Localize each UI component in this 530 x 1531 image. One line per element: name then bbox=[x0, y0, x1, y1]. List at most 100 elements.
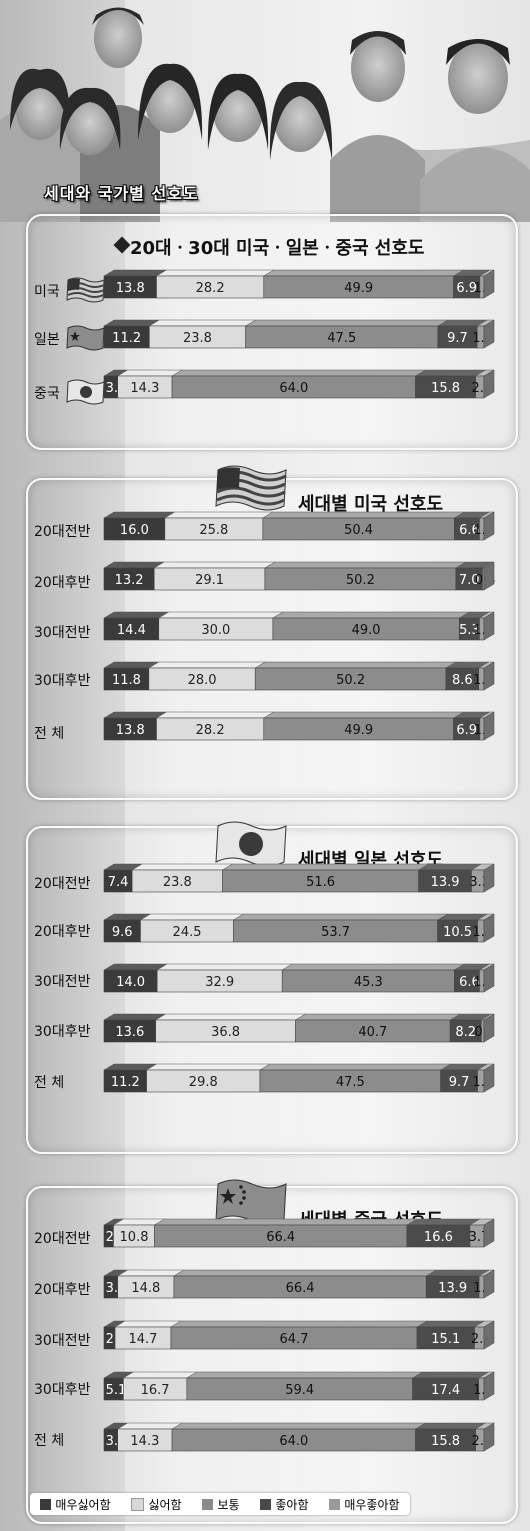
data-label: 15.8 bbox=[431, 381, 460, 396]
data-label: 13.6 bbox=[115, 1025, 144, 1040]
legend-item: 매우싫어함 bbox=[40, 1496, 111, 1513]
bar-segment-top bbox=[254, 661, 457, 669]
data-label: 6.9 bbox=[456, 281, 477, 296]
data-label: 13.8 bbox=[116, 723, 145, 738]
bar-segment-top bbox=[103, 611, 170, 619]
row-label: 미국 bbox=[34, 284, 60, 300]
data-label: 6.6 bbox=[459, 975, 480, 990]
data-label: 13.2 bbox=[115, 573, 144, 588]
bar-segment-top bbox=[139, 913, 245, 921]
row-label: 20대전반 bbox=[34, 524, 91, 540]
data-label: 11.8 bbox=[112, 673, 141, 688]
chart-title-usa: 세대별 미국 선호도 bbox=[298, 494, 444, 515]
bar-side-face bbox=[483, 1013, 495, 1043]
china-flag-icon bbox=[215, 1179, 287, 1225]
row-label: 30대전반 bbox=[34, 974, 91, 990]
data-label: 25.8 bbox=[199, 523, 228, 538]
bar-segment-top bbox=[103, 511, 176, 519]
bar-side-face bbox=[483, 913, 495, 943]
bar-side-face bbox=[483, 1320, 495, 1350]
bar-segment-top bbox=[170, 1320, 428, 1328]
data-label: 64.7 bbox=[280, 1332, 309, 1347]
bar-segment-top bbox=[281, 963, 466, 971]
row-label: 전 체 bbox=[34, 1433, 65, 1449]
data-label: 7.0 bbox=[459, 573, 480, 588]
row-label: 20대전반 bbox=[34, 1231, 91, 1247]
row-label: 20대후반 bbox=[34, 1282, 91, 1298]
data-label: 64.0 bbox=[279, 381, 308, 396]
row-label: 20대전반 bbox=[34, 876, 91, 892]
data-label: 8.6 bbox=[452, 673, 473, 688]
group-photo bbox=[0, 7, 530, 222]
row-label: 30대후반 bbox=[34, 673, 91, 689]
usa-small-flag-icon bbox=[66, 277, 105, 303]
legend-item: 좋아함 bbox=[260, 1496, 309, 1513]
data-label: 14.7 bbox=[129, 1332, 158, 1347]
bar-side-face bbox=[483, 1371, 495, 1401]
data-label: 29.8 bbox=[189, 1075, 218, 1090]
bar-side-face bbox=[483, 511, 495, 541]
bar-segment-top bbox=[185, 1371, 424, 1379]
data-label: 13.8 bbox=[116, 281, 145, 296]
bar-segment-top bbox=[103, 1013, 167, 1021]
data-label: 47.5 bbox=[327, 331, 356, 346]
bar-side-face bbox=[483, 561, 495, 591]
data-label: 9.7 bbox=[447, 331, 468, 346]
legend-item: 보통 bbox=[202, 1496, 240, 1513]
bar-segment-top bbox=[103, 711, 168, 719]
data-label: 45.3 bbox=[354, 975, 383, 990]
bar-side-face bbox=[483, 1218, 495, 1248]
data-label: 15.1 bbox=[431, 1332, 460, 1347]
data-label: 9.7 bbox=[449, 1075, 470, 1090]
data-label: 5.3 bbox=[459, 623, 480, 638]
bar-segment-top bbox=[416, 1320, 486, 1328]
bar-segment-top bbox=[221, 863, 430, 871]
row-label: 30대전반 bbox=[34, 1333, 91, 1349]
data-label: 7.4 bbox=[108, 875, 129, 890]
bar-side-face bbox=[483, 611, 495, 641]
data-label: 40.7 bbox=[358, 1025, 387, 1040]
data-label: 6.6 bbox=[459, 523, 480, 538]
bar-segment-top bbox=[157, 611, 284, 619]
bar-segment-top bbox=[262, 711, 465, 719]
data-label: 50.4 bbox=[344, 523, 373, 538]
bar-side-face bbox=[483, 661, 495, 691]
data-label: 5.1 bbox=[106, 1383, 127, 1398]
japan-small-flag-icon bbox=[66, 379, 105, 405]
row-label: 30대후반 bbox=[34, 1024, 91, 1040]
bar-segment-top bbox=[259, 1063, 452, 1071]
bar-segment-top bbox=[414, 1422, 487, 1430]
bar-segment-top bbox=[116, 1422, 183, 1430]
row-label: 20대후반 bbox=[34, 575, 91, 591]
data-label: 13.9 bbox=[438, 1281, 467, 1296]
data-label: 59.4 bbox=[285, 1383, 314, 1398]
bar-segment-top bbox=[244, 319, 449, 327]
row-label: 전 체 bbox=[34, 1075, 65, 1091]
china-small-flag-icon bbox=[66, 325, 105, 351]
header-title: 세대와 국가별 선호도 bbox=[44, 184, 199, 203]
bar-segment-top bbox=[163, 511, 274, 519]
bar-segment-top bbox=[261, 511, 466, 519]
data-label: 53.7 bbox=[321, 925, 350, 940]
data-label: 10.5 bbox=[443, 925, 472, 940]
bar-segment-top bbox=[103, 269, 168, 277]
bar-segment-top bbox=[294, 1013, 462, 1021]
legend: 매우싫어함 싫어함 보통 좋아함 매우좋아함 bbox=[30, 1493, 410, 1515]
bar-segment-top bbox=[145, 1063, 271, 1071]
legend-item: 매우좋아함 bbox=[329, 1496, 400, 1513]
data-label: 51.6 bbox=[306, 875, 335, 890]
row-label: 전 체 bbox=[34, 726, 65, 742]
bar-side-face bbox=[483, 711, 495, 741]
data-label: 17.4 bbox=[431, 1383, 460, 1398]
bar-side-face bbox=[483, 319, 495, 349]
bar-segment-top bbox=[263, 561, 467, 569]
bar-segment-top bbox=[155, 269, 275, 277]
usa-flag-icon bbox=[215, 465, 287, 511]
data-label: 24.5 bbox=[173, 925, 202, 940]
bar-segment-top bbox=[153, 561, 276, 569]
row-label: 20대후반 bbox=[34, 924, 91, 940]
data-label: 28.0 bbox=[188, 673, 217, 688]
bar-segment-top bbox=[114, 1320, 182, 1328]
bar-segment-top bbox=[156, 963, 294, 971]
